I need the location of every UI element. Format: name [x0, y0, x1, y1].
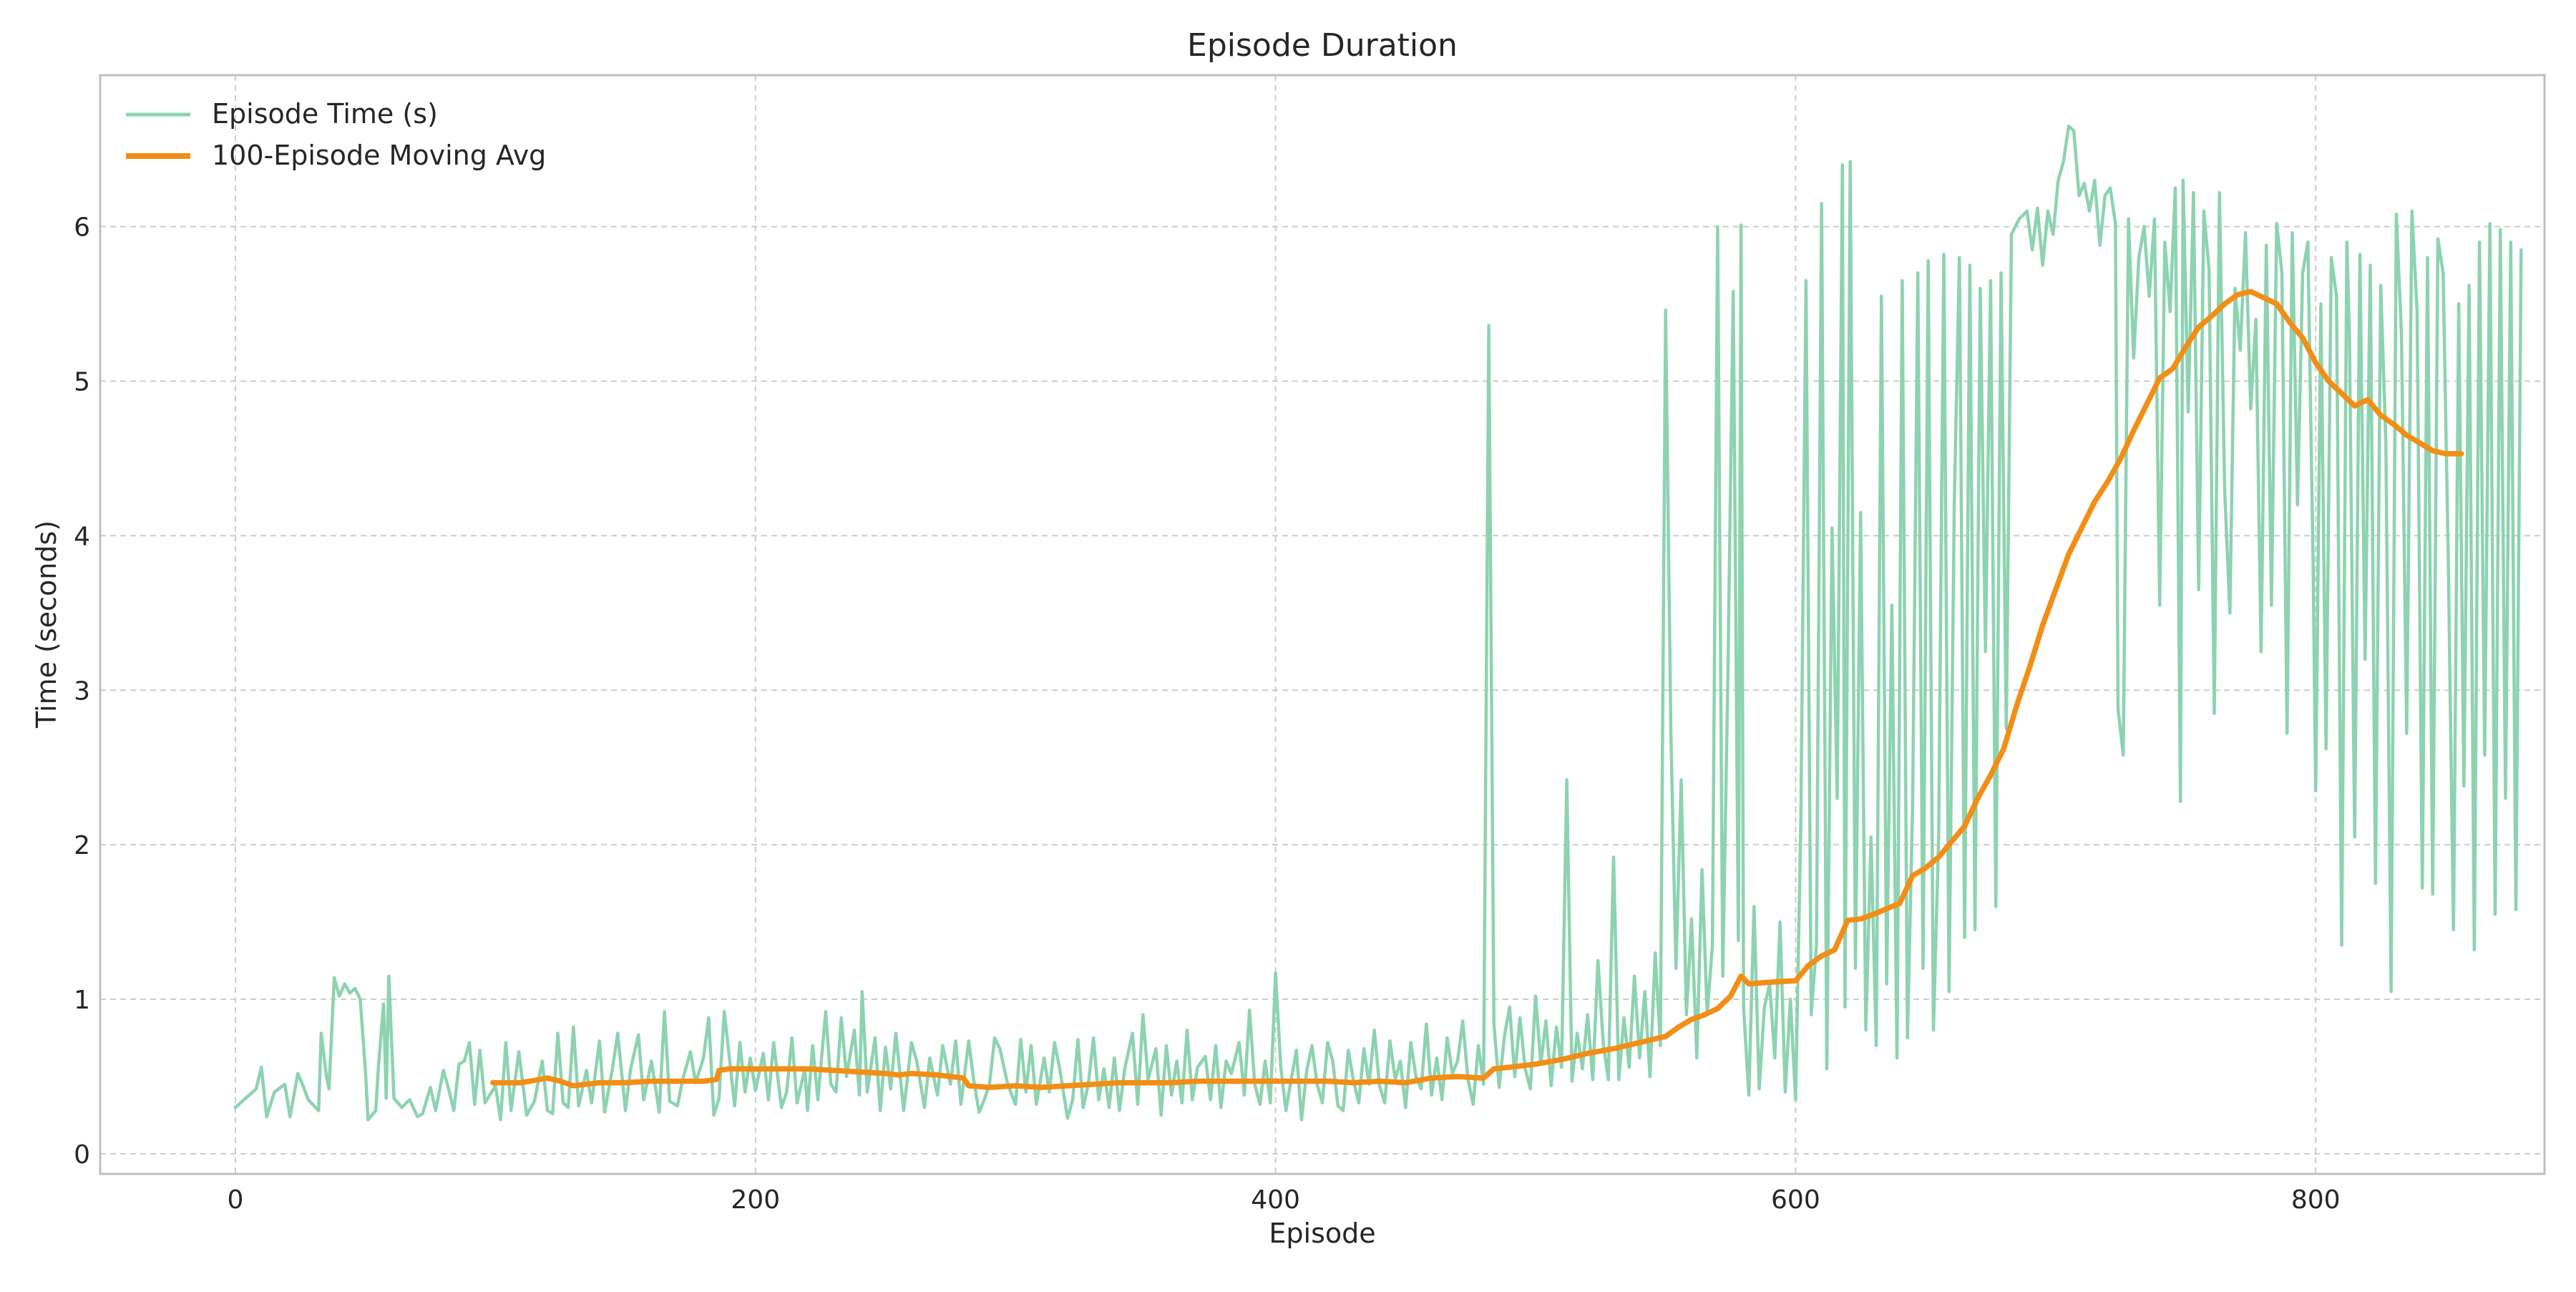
chart-title: Episode Duration: [1187, 27, 1458, 64]
tick-labels: 0 200 400 600 800 0 1 2 3 4 5 6: [74, 213, 2340, 1215]
legend: Episode Time (s) 100-Episode Moving Avg: [126, 98, 546, 171]
grid-lines: [100, 75, 2545, 1174]
y-tick-label: 6: [74, 213, 90, 243]
x-tick-label: 600: [1771, 1185, 1820, 1215]
y-tick-label: 4: [74, 522, 90, 551]
episode-time-line: [233, 124, 2523, 1122]
legend-label-moving-avg: 100-Episode Moving Avg: [212, 140, 546, 171]
y-tick-label: 3: [74, 676, 90, 706]
y-axis-label: Time (seconds): [31, 520, 62, 729]
x-tick-label: 200: [731, 1185, 780, 1215]
x-tick-label: 0: [228, 1185, 244, 1215]
y-tick-label: 2: [74, 831, 90, 860]
plot-frame: [99, 74, 2546, 1175]
y-tick-label: 5: [74, 367, 90, 397]
legend-label-episode-time: Episode Time (s): [212, 98, 438, 130]
series-layer: [233, 124, 2523, 1122]
x-tick-label: 800: [2291, 1185, 2341, 1215]
x-axis-label: Episode: [1269, 1218, 1375, 1249]
x-tick-label: 400: [1251, 1185, 1300, 1215]
moving-average-line: [489, 288, 2464, 1090]
y-tick-label: 1: [74, 986, 90, 1015]
y-tick-label: 0: [74, 1140, 90, 1170]
